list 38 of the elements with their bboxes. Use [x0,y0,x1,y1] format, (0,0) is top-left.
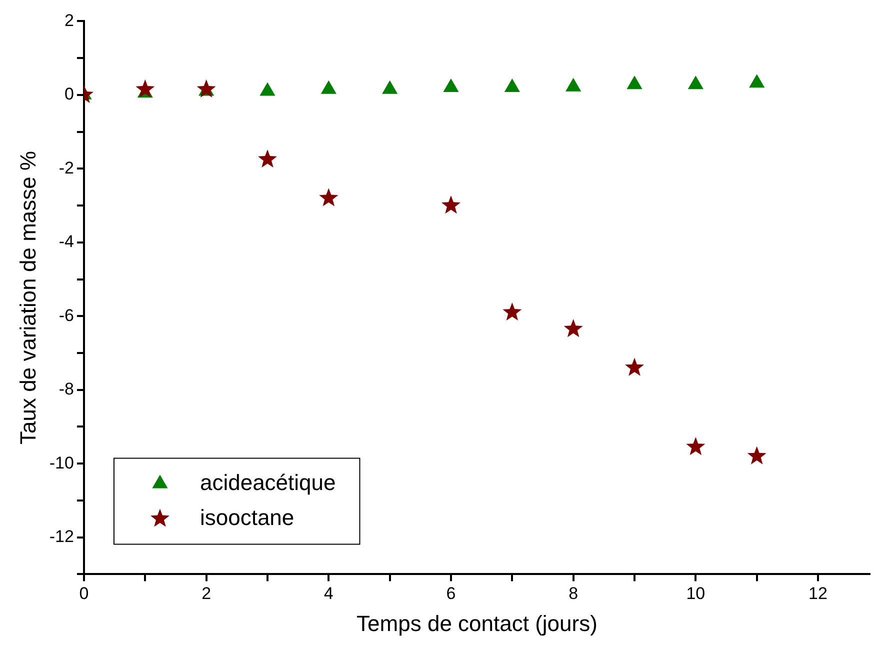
point [260,82,275,96]
x-tick-label: 2 [202,584,212,604]
point [627,76,642,90]
y-tick-label: -12 [49,527,74,546]
point [566,78,581,92]
point [321,80,336,94]
x-tick-label: 12 [808,584,828,604]
y-tick-label: 0 [64,84,74,104]
x-tick-label: 0 [79,584,89,604]
point [444,79,458,92]
y-tick-label: -8 [58,380,74,399]
point [564,319,583,338]
point [196,79,216,98]
point [441,196,460,214]
x-tick-label: 6 [446,584,456,604]
y-tick-label: -6 [58,306,74,325]
point [624,358,644,376]
point [319,188,338,206]
point [686,437,706,456]
point [382,80,398,94]
x-tick-label: 10 [686,584,706,604]
legend-label: acideacétique [200,470,336,495]
y-tick-label: -2 [58,158,74,178]
x-tick-label: 8 [568,584,578,604]
point [502,302,522,321]
point [688,76,704,90]
point [136,79,155,98]
point [749,74,764,88]
point [258,149,277,168]
x-axis-title: Temps de contact (jours) [356,610,598,636]
y-tick-label: -10 [49,453,74,472]
point [747,446,766,464]
y-tick-label: -4 [58,232,74,252]
y-tick-label: 2 [64,10,74,30]
y-axis-title: Taux de variation de masse % [15,150,40,444]
x-tick-label: 4 [324,584,334,604]
point [504,79,520,92]
legend-label: isooctane [200,504,294,530]
